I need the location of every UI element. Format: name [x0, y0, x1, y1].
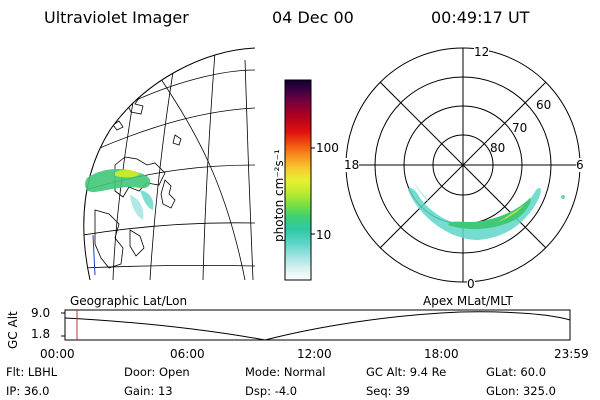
- instrument-title: Ultraviolet Imager: [44, 8, 189, 27]
- geographic-map-image: [83, 47, 255, 280]
- mlt-label-0: 0: [467, 277, 475, 291]
- geographic-label: Geographic Lat/Lon: [70, 294, 188, 308]
- seq-value: 39: [395, 384, 410, 398]
- timeline-x-tick-2359: 23:59: [554, 347, 589, 361]
- timeline-y-tick-low: 1.8: [31, 327, 51, 341]
- lat-label-80: 80: [490, 141, 506, 155]
- polar-plot: [345, 47, 581, 283]
- timeline-x-tick-0600: 06:00: [170, 347, 205, 361]
- seq-label: Seq:: [366, 384, 392, 398]
- gain-info: Gain: 13: [124, 384, 173, 398]
- ip-value: 36.0: [23, 384, 50, 398]
- dsp-label: Dsp:: [245, 384, 272, 398]
- glon-info: GLon: 325.0: [486, 384, 556, 398]
- colorbar-tick-100: 100: [316, 141, 339, 155]
- colorbar-unit-label: photon cm⁻²s⁻¹: [272, 149, 286, 242]
- dsp-value: -4.0: [274, 384, 298, 398]
- seq-info: Seq: 39: [366, 384, 410, 398]
- mlt-label-12: 12: [474, 45, 490, 59]
- mode-info: Mode: Normal: [245, 365, 325, 379]
- ip-info: IP: 36.0: [6, 384, 49, 398]
- mlt-label-18: 18: [344, 158, 360, 172]
- lat-label-60: 60: [536, 98, 552, 112]
- glon-label: GLon:: [486, 384, 520, 398]
- mlt-label-6: 6: [576, 158, 584, 172]
- timeline-y-title: GC Alt: [6, 311, 20, 349]
- glat-value: 60.0: [520, 365, 547, 379]
- door-label: Door:: [124, 365, 156, 379]
- gain-value: 13: [157, 384, 173, 398]
- glat-label: GLat:: [486, 365, 517, 379]
- gcalt-info: GC Alt: 9.4 Re: [366, 365, 446, 379]
- door-value: Open: [158, 365, 190, 379]
- dsp-info: Dsp: -4.0: [245, 384, 297, 398]
- colorbar-tick-10: 10: [316, 228, 332, 242]
- filter-value: LBHL: [27, 365, 58, 379]
- timeline-x-tick-0000: 00:00: [40, 347, 75, 361]
- lat-label-70: 70: [512, 121, 528, 135]
- mode-label: Mode:: [245, 365, 281, 379]
- timeline-x-tick-1200: 12:00: [297, 347, 332, 361]
- timeline-y-tick-high: 9.0: [31, 306, 51, 320]
- gcalt-label: GC Alt:: [366, 365, 407, 379]
- filter-info: Flt: LBHL: [6, 365, 57, 379]
- glon-value: 325.0: [522, 384, 556, 398]
- gain-label: Gain:: [124, 384, 155, 398]
- ip-label: IP:: [6, 384, 21, 398]
- filter-label: Flt:: [6, 365, 25, 379]
- glat-info: GLat: 60.0: [486, 365, 546, 379]
- gcalt-value: 9.4 Re: [409, 365, 447, 379]
- apex-label: Apex MLat/MLT: [423, 294, 513, 308]
- orbit-altitude-timeline: [61, 309, 571, 341]
- colorbar: [284, 79, 315, 281]
- timeline-x-tick-1800: 18:00: [424, 347, 459, 361]
- time-label: 00:49:17 UT: [431, 8, 530, 27]
- door-info: Door: Open: [124, 365, 190, 379]
- mode-value: Normal: [283, 365, 326, 379]
- date-label: 04 Dec 00: [272, 8, 354, 27]
